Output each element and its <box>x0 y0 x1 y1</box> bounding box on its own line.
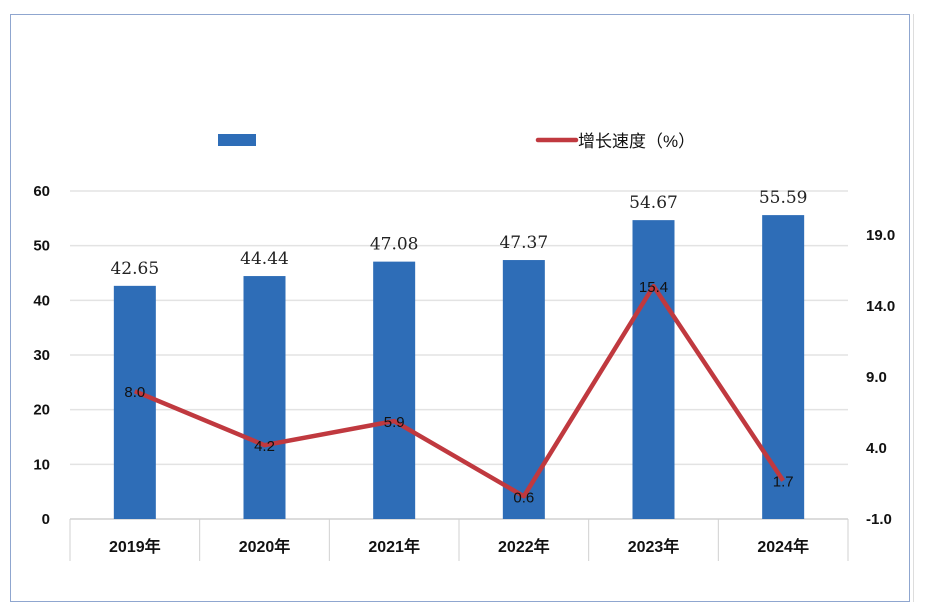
right-tick-label: 14.0 <box>866 298 895 315</box>
line-value-label: 0.6 <box>513 489 534 506</box>
left-tick-label: 60 <box>33 183 50 200</box>
bar <box>762 215 805 519</box>
right-tick-label: 9.0 <box>866 369 887 386</box>
bar <box>502 260 545 519</box>
chart-frame <box>10 14 910 602</box>
left-tick-label: 20 <box>33 402 50 419</box>
legend-bar-swatch <box>218 134 256 146</box>
bar-value-label: 44.44 <box>240 249 289 269</box>
category-label: 2020年 <box>239 537 291 556</box>
line-value-label: 4.2 <box>254 438 275 455</box>
right-tick-label: -1.0 <box>866 511 892 528</box>
bar <box>373 261 416 519</box>
line-value-label: 15.4 <box>639 279 668 296</box>
category-label: 2022年 <box>498 537 550 556</box>
bar <box>632 220 675 519</box>
bar-value-label: 47.37 <box>499 233 548 253</box>
frame-edge <box>913 14 914 602</box>
bar <box>243 276 286 519</box>
line-value-label: 1.7 <box>773 474 794 491</box>
bar-value-label: 55.59 <box>759 188 808 208</box>
growth-line <box>133 283 786 499</box>
bar-value-label: 42.65 <box>110 259 159 279</box>
left-tick-label: 30 <box>33 347 50 364</box>
line-value-label: 5.9 <box>384 414 405 431</box>
category-label: 2021年 <box>368 537 420 556</box>
line-value-label: 8.0 <box>124 384 145 401</box>
left-tick-label: 40 <box>33 292 50 309</box>
category-label: 2019年 <box>109 537 161 556</box>
right-tick-label: 19.0 <box>866 227 895 244</box>
bar-value-label: 54.67 <box>629 193 678 213</box>
category-label: 2023年 <box>628 537 680 556</box>
right-tick-label: 4.0 <box>866 440 887 457</box>
legend-line-label: 增长速度（%） <box>578 132 695 151</box>
left-tick-label: 10 <box>33 456 50 473</box>
left-tick-label: 50 <box>33 238 50 255</box>
left-tick-label: 0 <box>42 511 50 528</box>
bar-value-label: 47.08 <box>370 235 419 255</box>
category-label: 2024年 <box>757 537 809 556</box>
bar <box>113 285 156 519</box>
